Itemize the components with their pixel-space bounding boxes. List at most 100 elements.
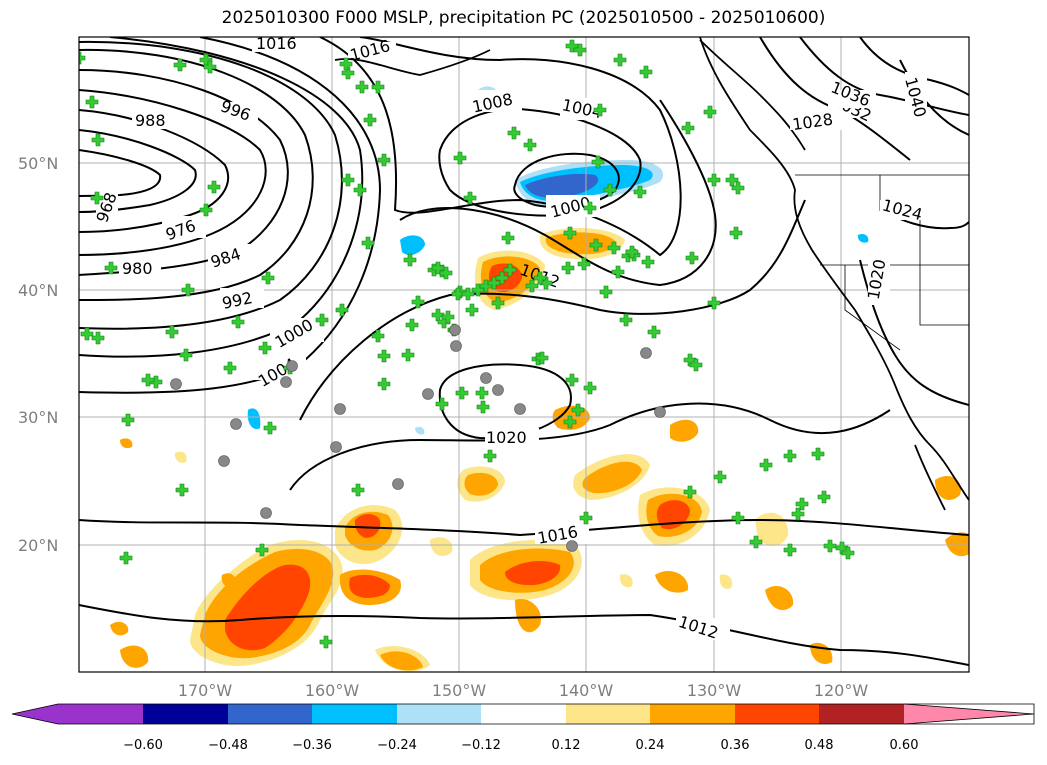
observation-marker: [463, 191, 477, 205]
station-markers: [79, 39, 855, 649]
observation-marker: [353, 183, 367, 197]
observation-marker: [203, 60, 217, 74]
colorbar-tick-label: 0.24: [636, 738, 665, 753]
observation-marker: [91, 331, 105, 345]
colorbar-cell: [819, 704, 904, 724]
precip-area-red: [349, 574, 390, 598]
observation-marker: [90, 191, 104, 205]
observation-marker: [583, 381, 597, 395]
observation-marker: [749, 535, 763, 549]
isobars: [79, 37, 969, 666]
observation-marker: [681, 121, 695, 135]
isobar-labels: 1016 1016 988 996 968 976 980 984 992 10…: [92, 37, 930, 643]
observation-marker: [79, 51, 86, 65]
isobar-label-980: 980: [122, 259, 153, 278]
observation-marker: [401, 348, 415, 362]
observation-marker: [258, 341, 272, 355]
colorbar-cells: [12, 703, 1035, 725]
colorbar-tick-label: 0.60: [890, 738, 919, 753]
observation-marker: [476, 400, 490, 414]
observation-marker: [377, 153, 391, 167]
observation-marker: [589, 238, 603, 252]
observation-marker: [315, 313, 329, 327]
station-dot-marker: [280, 376, 292, 388]
precip-area-red: [505, 560, 561, 586]
observation-marker: [823, 539, 837, 553]
precip-area-yellow: [174, 451, 187, 463]
observation-marker: [405, 318, 419, 332]
station-dot-marker: [449, 324, 461, 336]
observation-marker: [591, 155, 605, 169]
observation-marker: [707, 296, 721, 310]
observation-marker: [207, 180, 221, 194]
observation-marker: [689, 358, 703, 372]
observation-marker: [119, 551, 133, 565]
precip-area-blue: [857, 233, 869, 243]
observation-marker: [619, 313, 633, 327]
precip-area-orange: [582, 461, 642, 494]
station-dot-marker: [514, 403, 526, 415]
observation-marker: [453, 151, 467, 165]
observation-marker: [261, 271, 275, 285]
observation-marker: [371, 329, 385, 343]
observation-marker: [703, 105, 717, 119]
observation-marker: [371, 80, 385, 94]
map-title: 2025010300 F000 MSLP, precipitation PC (…: [221, 8, 826, 28]
lon-label: 120°W: [814, 681, 869, 700]
isobar-line: [299, 199, 806, 421]
precip-area-orange: [464, 472, 498, 496]
precip-area-orange: [515, 599, 541, 633]
north-america-coast: [699, 37, 969, 501]
observation-marker: [339, 57, 353, 71]
precip-area-orange: [110, 621, 129, 636]
observation-marker: [683, 485, 697, 499]
observation-marker: [363, 113, 377, 127]
station-dot-marker: [640, 347, 652, 359]
observation-marker: [181, 283, 195, 297]
observation-marker: [811, 447, 825, 461]
observation-marker: [731, 511, 745, 525]
colorbar-cell: [12, 704, 143, 724]
observation-marker: [783, 449, 797, 463]
observation-marker: [647, 325, 661, 339]
observation-marker: [817, 490, 831, 504]
observation-marker: [355, 80, 369, 94]
lon-label: 170°W: [178, 681, 233, 700]
observation-marker: [465, 303, 479, 317]
observation-marker: [441, 310, 455, 324]
observation-marker: [199, 203, 213, 217]
isobar-line: [79, 40, 343, 330]
observation-marker: [563, 415, 577, 429]
observation-marker: [91, 133, 105, 147]
observation-marker: [507, 126, 521, 140]
colorbar-tick-label: 0.12: [552, 738, 581, 753]
observation-marker: [525, 279, 539, 293]
colorbar: −0.60 −0.48 −0.36 −0.24 −0.12 0.12 0.24 0.36 0.4…: [11, 703, 1035, 753]
lat-label: 20°N: [18, 536, 58, 555]
observation-marker: [495, 271, 509, 285]
colorbar-tick-label: 0.36: [721, 738, 750, 753]
station-dot-marker: [480, 372, 492, 384]
observation-marker: [503, 263, 517, 277]
observation-marker: [759, 458, 773, 472]
precip-area-orange: [380, 651, 423, 671]
observation-marker: [223, 361, 237, 375]
precip-area-orange: [221, 573, 236, 587]
isobar-line: [438, 363, 572, 440]
observation-marker: [451, 287, 465, 301]
isobar-line: [319, 37, 682, 257]
observation-marker: [341, 173, 355, 187]
precip-area-orange: [120, 645, 149, 668]
observation-marker: [523, 138, 537, 152]
station-dot-marker: [566, 540, 578, 552]
observation-marker: [573, 43, 587, 57]
precipitation-shading: [110, 228, 969, 672]
precip-area-darkblue: [525, 174, 599, 198]
station-dot-marker: [492, 384, 504, 396]
precip-area-orange: [765, 585, 794, 611]
observation-marker: [173, 58, 187, 72]
observation-marker: [263, 421, 277, 435]
isobar-line: [79, 69, 289, 276]
lat-label: 30°N: [18, 408, 58, 427]
